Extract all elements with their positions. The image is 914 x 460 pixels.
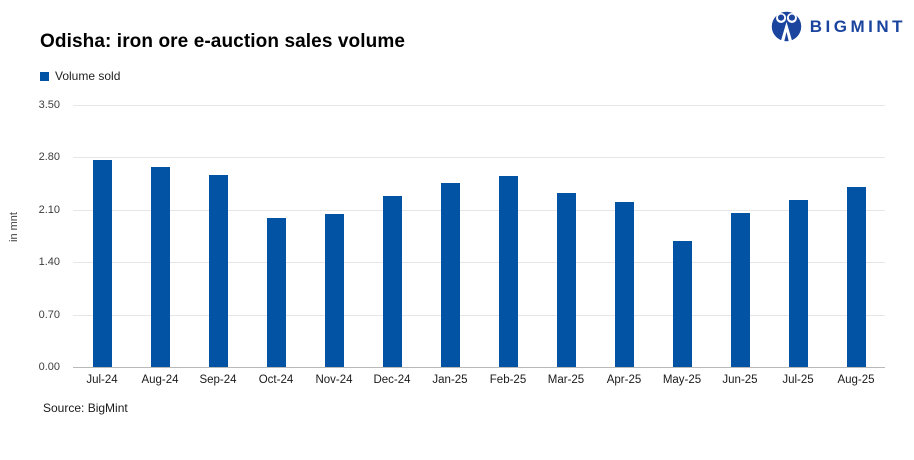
x-tick-label-Feb-25: Feb-25 [489,374,527,386]
gridline-2.10 [73,209,885,211]
bar-slot-Sep-24 [189,105,247,367]
gridline-1.40 [73,262,885,264]
bar-Sep-24 [208,174,228,367]
bar-slot-Jun-25 [711,105,769,367]
y-tick-label: 3.50 [38,99,60,111]
x-tick-label-Apr-25: Apr-25 [606,374,642,386]
bar-Jan-25 [440,182,460,367]
bar-Aug-25 [846,187,866,367]
bar-Mar-25 [556,192,576,367]
bar-slot-Jul-24 [73,105,131,367]
bar-Oct-24 [266,218,286,367]
bar-Apr-25 [614,202,634,367]
x-tick-label-Dec-24: Dec-24 [373,374,411,386]
bar-slot-Aug-25 [827,105,885,367]
x-tick-label-Aug-24: Aug-24 [141,374,179,386]
bar-Jul-25 [788,200,808,367]
legend-label: Volume sold [55,69,121,83]
y-tick-label: 2.10 [38,203,60,216]
x-axis-labels: Jul-24 Aug-24 Sep-24 Oct-24 Nov-24 Dec-24 Jan-… [73,374,885,386]
bar-slot-Aug-24 [131,105,189,367]
x-tick-label-Aug-25: Aug-25 [837,374,875,386]
x-tick-label-Sep-24: Sep-24 [199,374,237,386]
bar-slot-Feb-25 [479,105,537,367]
gridline-0.00 [73,367,885,368]
bar-Feb-25 [498,176,518,367]
y-tick-label: 0.70 [38,308,60,321]
brand-logo-text: BIGMINT [809,16,906,36]
x-tick-label-Jul-25: Jul-25 [782,374,814,386]
y-tick-label: 2.80 [38,151,60,164]
x-tick-label-May-25: May-25 [662,374,702,386]
chart-legend: Volume sold [40,69,120,83]
bar-slot-Nov-24 [305,105,363,367]
bars-layer [73,105,885,367]
bar-Aug-24 [150,167,170,367]
gridline-2.80 [73,157,885,159]
bar-Jul-24 [92,160,112,367]
bar-slot-Jul-25 [769,105,827,367]
x-tick-label-Jan-25: Jan-25 [432,374,468,386]
brand-logo: BIGMINT [771,11,906,42]
bar-slot-May-25 [653,105,711,367]
y-tick-label: 0.00 [38,361,60,373]
legend-swatch-volume-sold [40,71,49,81]
x-tick-label-Mar-25: Mar-25 [547,374,585,386]
x-tick-label-Oct-24: Oct-24 [258,374,294,386]
plot-area [73,105,885,368]
source-note: Source: BigMint [43,401,128,415]
bar-Dec-24 [382,195,402,367]
bar-slot-Dec-24 [363,105,421,367]
chart-title: Odisha: iron ore e-auction sales volume [40,31,405,52]
y-tick-label: 1.40 [38,256,60,269]
bar-slot-Apr-25 [595,105,653,367]
bar-slot-Jan-25 [421,105,479,367]
gridline-3.50 [73,105,885,106]
bar-May-25 [672,241,692,367]
gridline-0.70 [73,314,885,316]
bar-slot-Oct-24 [247,105,305,367]
y-axis-title: in mnt [8,212,20,242]
x-tick-label-Nov-24: Nov-24 [315,374,353,386]
x-tick-label-Jul-24: Jul-24 [86,374,118,386]
bar-slot-Mar-25 [537,105,595,367]
bigmint-logo-icon [771,11,802,42]
bar-Jun-25 [730,212,750,367]
x-tick-label-Jun-25: Jun-25 [722,374,758,386]
bar-Nov-24 [324,214,344,367]
